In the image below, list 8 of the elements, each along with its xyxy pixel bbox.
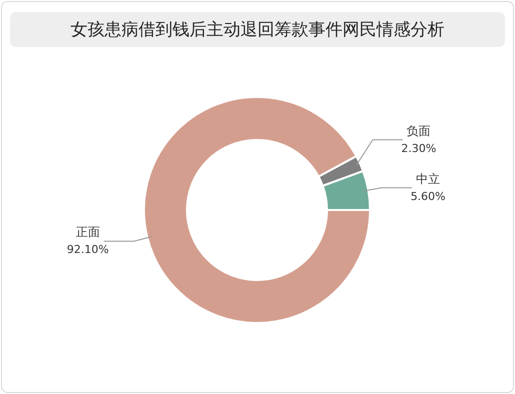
data-label: 92.10% [66, 243, 109, 256]
slice-label: 中立 [416, 172, 440, 186]
chart-title: 女孩患病借到钱后主动退回筹款事件网民情感分析 [70, 20, 444, 40]
slice-label: 正面 [76, 225, 100, 240]
data-label: 5.60% [410, 190, 446, 203]
data-label: 2.30% [401, 142, 436, 155]
slice-label: 负面 [406, 124, 431, 138]
donut-slice [143, 96, 371, 324]
